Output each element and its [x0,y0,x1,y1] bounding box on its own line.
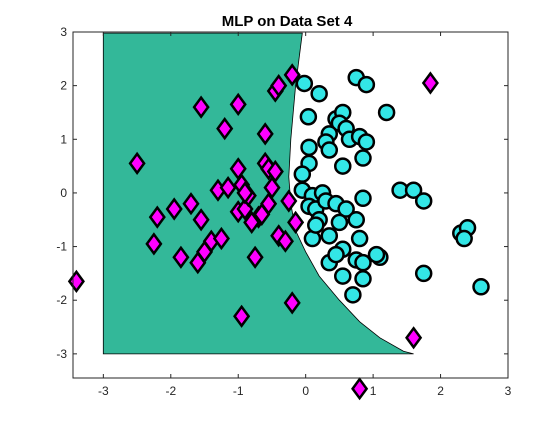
data-point-diamond [280,189,298,213]
data-point-circle [320,141,339,159]
data-point-diamond [283,291,301,315]
data-point-circle [293,165,312,183]
x-tick-label: 0 [302,384,309,398]
data-point-diamond [243,210,261,235]
data-point-circle [334,157,352,175]
data-point-circle [347,211,366,229]
decision-region-layer [102,32,414,355]
data-point-circle [354,189,372,208]
data-point-circle [367,245,386,264]
y-tick-label: 3 [60,25,67,39]
data-point-diamond [192,208,210,232]
x-tick-label: -1 [233,384,244,398]
y-tick-label: 2 [60,79,67,93]
data-point-circle [310,84,328,103]
data-point-circle [327,245,345,264]
y-tick-label: -3 [56,347,67,361]
data-point-diamond [405,326,423,350]
data-point-diamond [421,71,439,95]
data-point-diamond [148,205,166,229]
data-point-circle [300,138,318,157]
data-point-circle [299,108,318,126]
x-tick-label: 3 [505,384,512,398]
data-point-diamond [276,229,294,253]
data-point-diamond [128,151,146,176]
data-point-diamond [182,192,200,216]
data-point-circle [344,286,362,304]
axis-ticks: -3 -2 -1 0 1 2 3 -3 -2 -1 0 1 2 3 [56,25,511,398]
data-point-diamond [287,210,305,235]
data-point-diamond [253,202,271,227]
y-tick-label: 1 [60,132,67,146]
data-points-layer [67,63,490,401]
data-point-diamond [229,92,247,117]
data-point-diamond [172,245,190,269]
data-point-diamond [246,245,264,269]
decision-region [102,32,414,355]
data-point-circle [307,216,325,234]
data-point-circle [334,267,352,285]
data-point-diamond [219,175,237,200]
data-point-circle [414,192,433,210]
data-point-diamond [236,181,254,205]
data-point-diamond [233,304,251,328]
data-point-diamond [192,95,210,119]
data-point-circle [472,278,490,296]
data-point-diamond [283,63,301,87]
data-point-circle [354,270,372,288]
x-tick-label: -3 [98,384,109,398]
data-point-diamond [216,116,234,141]
data-point-circle [330,213,349,232]
data-point-circle [414,264,433,283]
data-point-circle [354,149,372,167]
data-point-diamond [256,122,274,146]
data-point-diamond [270,73,288,98]
data-point-diamond [351,377,369,401]
y-tick-label: -2 [56,293,67,307]
x-tick-label: 2 [437,384,444,398]
axes-box [72,31,509,379]
x-tick-label: 1 [370,384,377,398]
data-point-circle [320,227,339,245]
y-tick-label: -1 [56,240,67,254]
data-point-circle [357,133,376,151]
data-point-circle [404,181,423,199]
x-tick-label: -2 [165,384,176,398]
data-point-circle [350,229,369,248]
data-point-diamond [67,269,85,294]
data-point-circle [377,103,396,122]
data-point-diamond [145,232,163,256]
data-point-diamond [165,197,183,221]
data-point-diamond [212,226,230,251]
chart-title: MLP on Data Set 4 [222,13,353,30]
data-point-circle [337,200,355,218]
y-tick-label: 0 [60,186,67,200]
data-point-circle [357,75,376,94]
data-point-circle [295,74,314,93]
data-point-circle [455,229,473,248]
